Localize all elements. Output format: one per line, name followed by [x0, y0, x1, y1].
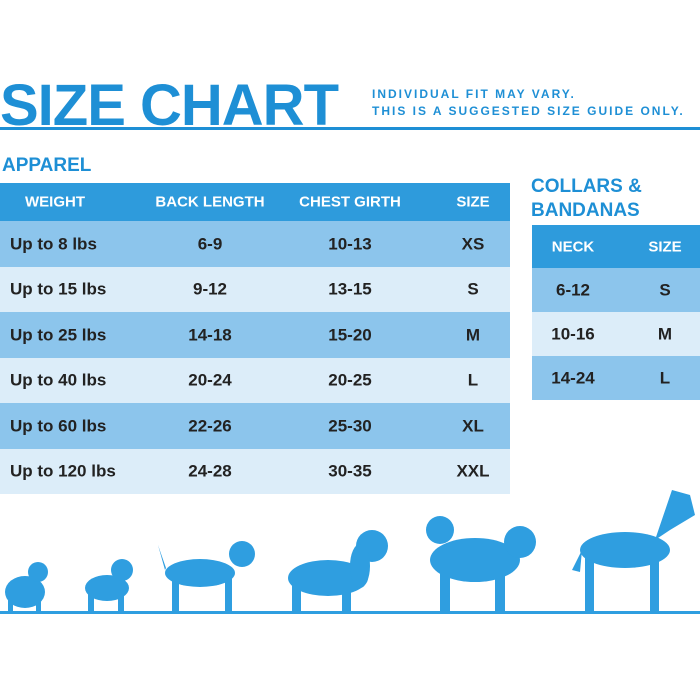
table-cell: 24-28	[188, 461, 232, 481]
table-row	[532, 356, 700, 400]
table-header	[532, 225, 700, 268]
column-header: NECK	[551, 238, 595, 255]
table-row	[0, 221, 510, 267]
table-header	[0, 183, 510, 221]
table-cell: 22-26	[188, 416, 232, 436]
table-row	[0, 312, 510, 358]
dogs	[0, 490, 700, 614]
column-header: CHEST GIRTH	[299, 193, 401, 211]
table-cell: 6-12	[555, 280, 591, 300]
table-row	[532, 312, 700, 356]
section-title: COLLARS &	[531, 176, 642, 197]
table-cell: M	[465, 325, 481, 345]
note: THIS IS A SUGGESTED SIZE GUIDE ONLY.	[372, 104, 685, 118]
table-cell: Up to 15 lbs	[10, 279, 107, 299]
table-cell: L	[659, 368, 671, 388]
table-cell: 20-24	[188, 370, 232, 390]
table-cell: XXL	[456, 461, 490, 481]
table-cell: Up to 40 lbs	[10, 370, 107, 390]
section-title: BANDANAS	[531, 200, 640, 221]
table-row	[0, 448, 510, 494]
table-cell: 30-35	[328, 461, 372, 481]
table-cell: Up to 8 lbs	[10, 234, 97, 254]
column-header: SIZE	[648, 238, 682, 255]
table-cell: 20-25	[328, 370, 372, 390]
section-title: APPAREL	[2, 155, 92, 176]
table-cell: 9-12	[192, 279, 228, 299]
table-row	[532, 268, 700, 312]
table-cell: L	[467, 370, 479, 390]
table-cell: Up to 60 lbs	[10, 416, 107, 436]
table-row	[0, 266, 510, 312]
table-cell: Up to 25 lbs	[10, 325, 107, 345]
table-row	[0, 403, 510, 449]
table-cell: 14-24	[551, 368, 595, 388]
table-cell: 10-16	[551, 324, 595, 344]
table-cell: 6-9	[197, 234, 223, 254]
table-cell: 13-15	[328, 279, 372, 299]
column-header: WEIGHT	[25, 193, 85, 211]
table-cell: XS	[461, 234, 485, 254]
note: INDIVIDUAL FIT MAY VARY.	[372, 87, 576, 101]
column-header: BACK LENGTH	[155, 193, 265, 211]
table-cell: Up to 120 lbs	[10, 461, 116, 481]
table-cell: 15-20	[328, 325, 372, 345]
table-row	[0, 357, 510, 403]
table-cell: S	[467, 279, 479, 299]
table-cell: 10-13	[328, 234, 372, 254]
rule	[0, 127, 700, 130]
table-cell: M	[657, 324, 673, 344]
table-cell: 14-18	[188, 325, 232, 345]
table-cell: S	[659, 280, 671, 300]
table-cell: 25-30	[328, 416, 372, 436]
column-header: SIZE	[456, 193, 490, 211]
table-cell: XL	[462, 416, 484, 436]
